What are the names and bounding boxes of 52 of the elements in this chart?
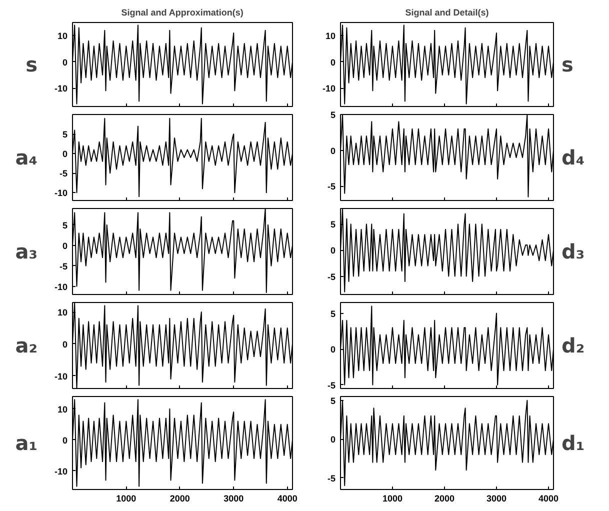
y-tick-label: 5 — [62, 220, 68, 230]
y-tick-label: -5 — [328, 272, 336, 282]
y-tick-label: -5 — [60, 168, 68, 179]
y-tick-label: 0 — [330, 57, 336, 68]
x-tick-label: 3000 — [486, 494, 507, 504]
y-tick-label: -10 — [54, 371, 68, 382]
y-tick-label: 0 — [62, 57, 68, 68]
x-tick-label: 4000 — [277, 494, 298, 504]
x-tick-label: 2000 — [170, 494, 190, 504]
y-tick-label: -10 — [322, 84, 336, 94]
x-tick-label: 4000 — [538, 494, 559, 504]
y-tick-label: 5 — [330, 220, 336, 230]
x-tick-label: 1000 — [382, 494, 402, 504]
y-tick-label: 10 — [57, 31, 68, 42]
y-tick-label: 0 — [62, 435, 68, 446]
y-tick-label: 10 — [57, 404, 68, 414]
y-tick-label: 10 — [57, 308, 68, 318]
x-tick-label: 3000 — [224, 494, 244, 504]
y-tick-label: 10 — [325, 31, 336, 42]
y-tick-label: 0 — [330, 344, 336, 355]
y-tick-label: -5 — [328, 182, 336, 192]
y-tick-label: -10 — [54, 188, 68, 198]
y-tick-label: -10 — [54, 466, 68, 476]
y-tick-label: 5 — [330, 110, 336, 120]
y-axis-title: a₄ — [15, 146, 38, 170]
y-axis-title: d₄ — [562, 146, 585, 170]
x-tick-label: 1000 — [116, 494, 136, 504]
y-axis-title: a₁ — [15, 431, 38, 455]
x-tick-label: 2000 — [434, 494, 454, 504]
y-tick-label: 5 — [62, 130, 68, 140]
y-tick-label: -5 — [328, 380, 336, 390]
y-tick-label: 0 — [330, 434, 336, 445]
y-tick-label: 5 — [330, 308, 336, 319]
y-tick-label: 5 — [330, 396, 336, 406]
y-tick-label: 0 — [62, 339, 68, 350]
y-axis-title: d₃ — [562, 240, 585, 264]
y-axis-title: a₃ — [15, 240, 38, 264]
y-tick-label: -10 — [54, 84, 68, 94]
y-tick-label: -5 — [60, 261, 68, 272]
y-tick-label: 0 — [62, 149, 68, 160]
y-axis-title: s — [26, 52, 38, 76]
y-tick-label: 0 — [62, 240, 68, 251]
y-axis-title: a₂ — [15, 334, 38, 358]
y-tick-label: 0 — [330, 246, 336, 256]
y-axis-title: d₂ — [562, 334, 585, 358]
y-axis-title: s — [562, 52, 574, 76]
y-tick-label: -10 — [54, 282, 68, 292]
y-axis-title: d₁ — [562, 431, 585, 455]
y-tick-label: -5 — [328, 473, 336, 484]
chart-title: Signal and Approximation(s) — [121, 8, 244, 18]
chart-title: Signal and Detail(s) — [405, 8, 489, 18]
y-tick-label: 0 — [330, 146, 336, 156]
